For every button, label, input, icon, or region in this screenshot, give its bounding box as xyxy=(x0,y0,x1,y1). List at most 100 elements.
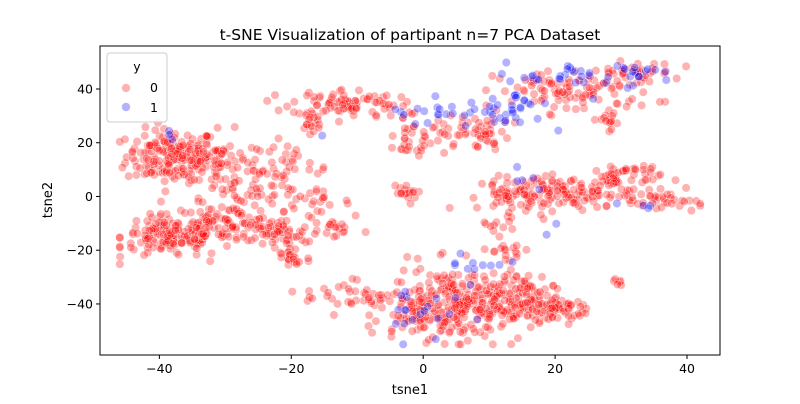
data-point-0-1708 xyxy=(613,279,622,289)
data-point-0-123 xyxy=(136,148,146,158)
data-point-0-164 xyxy=(178,151,188,161)
data-point-1-50 xyxy=(466,98,476,108)
data-point-0-1648 xyxy=(581,308,590,318)
data-point-1-91 xyxy=(511,93,521,102)
data-point-0-858 xyxy=(609,89,619,99)
data-point-0-1530 xyxy=(497,310,507,320)
data-point-0-163 xyxy=(142,168,152,178)
data-point-0-160 xyxy=(128,146,137,156)
data-point-0-405 xyxy=(169,240,179,250)
data-point-0-898 xyxy=(571,104,581,114)
data-point-0-435 xyxy=(148,243,158,252)
data-point-0-208 xyxy=(195,157,205,167)
data-point-0-1652 xyxy=(564,311,574,321)
data-point-0-614 xyxy=(304,256,313,266)
data-point-0-1130 xyxy=(506,212,516,222)
chart-title: t-SNE Visualization of partipant n=7 PCA… xyxy=(220,26,601,44)
data-point-0-875 xyxy=(543,66,553,76)
data-point-0-1252 xyxy=(489,220,499,230)
data-point-0-155 xyxy=(165,168,175,178)
data-point-0-643 xyxy=(339,227,349,237)
data-point-0-1665 xyxy=(489,247,499,256)
data-point-0-1049 xyxy=(574,187,584,196)
data-point-0-275 xyxy=(305,158,315,168)
data-point-0-1478 xyxy=(439,318,449,328)
data-point-0-1682 xyxy=(347,299,356,309)
data-point-1-135 xyxy=(317,131,327,141)
data-point-0-1254 xyxy=(479,217,489,227)
data-point-0-305 xyxy=(315,197,325,207)
data-point-0-1038 xyxy=(582,193,592,202)
data-point-1-62 xyxy=(643,64,653,74)
data-point-0-1221 xyxy=(645,191,655,201)
data-point-0-204 xyxy=(178,140,188,150)
data-point-0-300 xyxy=(304,165,314,175)
data-point-0-19 xyxy=(138,154,148,164)
data-point-0-795 xyxy=(419,141,429,151)
data-point-1-67 xyxy=(628,67,637,77)
data-point-0-303 xyxy=(290,164,300,174)
data-point-0-869 xyxy=(481,85,491,95)
data-point-0-671 xyxy=(350,96,360,106)
data-point-0-690 xyxy=(382,91,392,100)
data-point-0-1479 xyxy=(367,328,377,338)
data-point-0-812 xyxy=(497,127,507,137)
data-point-0-893 xyxy=(513,82,522,92)
data-point-1-89 xyxy=(540,98,550,108)
data-point-0-165 xyxy=(167,149,177,159)
data-point-0-1323 xyxy=(436,273,446,283)
y-axis-label: tsne2 xyxy=(41,182,56,218)
data-point-0-191 xyxy=(187,155,197,165)
data-point-0-518 xyxy=(222,241,232,251)
data-point-0-1417 xyxy=(440,289,450,299)
data-point-0-1392 xyxy=(479,271,489,281)
data-point-0-465 xyxy=(145,209,155,219)
data-point-0-1679 xyxy=(346,297,356,307)
data-point-1-123 xyxy=(512,162,522,172)
data-point-0-1196 xyxy=(666,189,676,199)
data-point-0-820 xyxy=(473,142,483,152)
data-point-0-692 xyxy=(282,102,292,111)
data-point-0-1520 xyxy=(553,313,563,323)
data-point-0-644 xyxy=(324,222,334,232)
data-point-0-493 xyxy=(191,222,201,232)
data-point-0-1097 xyxy=(507,203,517,213)
data-point-0-574 xyxy=(270,235,280,245)
data-point-0-903 xyxy=(546,79,556,89)
data-point-0-757 xyxy=(399,140,409,150)
data-point-0-551 xyxy=(236,210,246,220)
data-point-0-1116 xyxy=(524,202,534,212)
data-point-0-765 xyxy=(388,131,398,141)
data-point-0-1471 xyxy=(449,312,459,322)
data-point-0-629 xyxy=(276,249,286,259)
x-axis-label: tsne1 xyxy=(392,383,428,398)
data-point-0-158 xyxy=(135,163,145,173)
data-point-1-97 xyxy=(402,292,412,302)
data-point-0-1017 xyxy=(566,176,576,186)
data-point-0-908 xyxy=(578,98,588,108)
data-point-0-5 xyxy=(120,158,130,168)
data-point-0-1118 xyxy=(588,197,598,207)
data-point-0-1126 xyxy=(487,179,497,189)
data-point-0-716 xyxy=(302,91,312,100)
data-point-0-279 xyxy=(252,144,262,154)
data-point-0-1537 xyxy=(493,282,503,292)
data-point-0-694 xyxy=(346,105,356,115)
data-point-0-1699 xyxy=(376,295,386,305)
data-point-0-517 xyxy=(228,203,238,213)
data-point-0-1039 xyxy=(469,193,478,203)
data-point-0-1707 xyxy=(616,280,626,290)
data-point-0-1592 xyxy=(535,287,545,297)
data-point-1-25 xyxy=(585,68,594,78)
data-point-0-1565 xyxy=(462,293,471,303)
data-point-1-7 xyxy=(588,94,598,104)
data-point-0-282 xyxy=(278,170,288,180)
data-point-1-94 xyxy=(433,314,443,324)
data-point-0-1191 xyxy=(640,175,650,185)
data-point-0-693 xyxy=(370,97,380,107)
data-point-1-133 xyxy=(164,126,174,136)
data-point-0-1485 xyxy=(480,275,490,285)
data-point-0-255 xyxy=(243,158,253,168)
data-point-0-747 xyxy=(304,114,314,124)
